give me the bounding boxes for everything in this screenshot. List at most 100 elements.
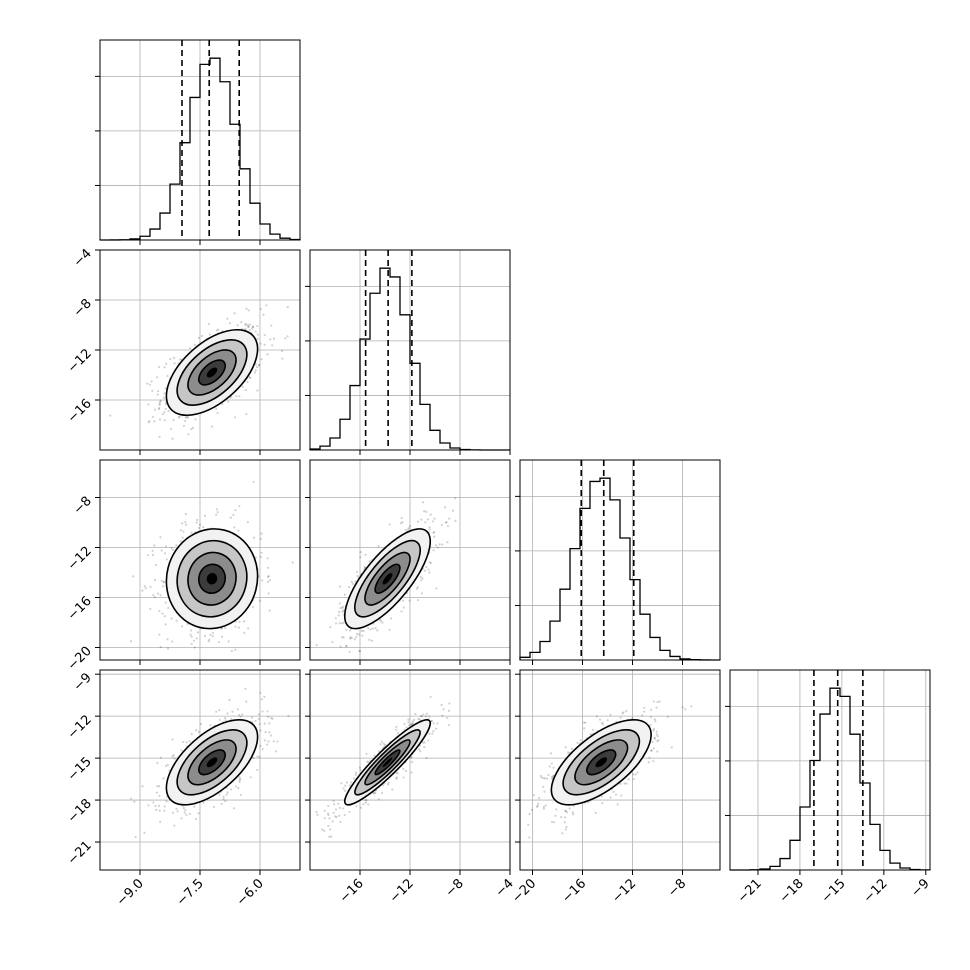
scatter-point <box>366 760 369 763</box>
scatter-point <box>364 553 367 556</box>
scatter-point <box>158 809 161 812</box>
scatter-point <box>271 344 274 347</box>
scatter-point <box>447 709 451 712</box>
scatter-point <box>267 740 270 743</box>
scatter-point <box>339 606 342 610</box>
scatter-point <box>361 634 364 637</box>
scatter-point <box>433 517 436 520</box>
scatter-point <box>403 722 406 726</box>
scatter-point <box>363 566 367 569</box>
density-peak <box>206 367 218 378</box>
scatter-point <box>418 718 421 721</box>
scatter-point <box>164 601 167 604</box>
scatter-point <box>165 558 168 561</box>
scatter-point <box>402 606 405 609</box>
scatter-point <box>245 412 248 416</box>
scatter-point <box>241 385 244 388</box>
scatter-point <box>420 518 423 521</box>
scatter-point <box>594 811 597 814</box>
scatter-point <box>165 800 168 803</box>
scatter-point <box>256 389 259 392</box>
scatter-point <box>161 413 164 416</box>
scatter-point <box>446 525 450 528</box>
scatter-point <box>396 732 400 735</box>
scatter-point <box>218 718 221 722</box>
scatter-point <box>150 380 153 383</box>
scatter-point <box>365 752 368 756</box>
scatter-point <box>643 710 646 713</box>
scatter-point <box>355 632 359 636</box>
scatter-point <box>528 812 531 816</box>
scatter-point <box>407 718 410 721</box>
scatter-point <box>564 816 567 819</box>
scatter-point <box>188 347 192 350</box>
scatter-point <box>215 710 218 713</box>
panel-frame <box>519 669 721 871</box>
scatter-point <box>565 811 568 814</box>
scatter-point <box>332 811 335 815</box>
scatter-point <box>405 726 408 729</box>
scatter-point <box>627 778 630 781</box>
scatter-point <box>173 824 176 827</box>
scatter-point <box>247 627 250 630</box>
scatter-point <box>429 561 432 565</box>
scatter-point <box>652 727 656 731</box>
scatter-point <box>436 546 440 549</box>
scatter-point <box>207 640 210 643</box>
scatter-point <box>417 717 420 721</box>
scatter-point <box>425 510 428 513</box>
scatter-point <box>261 579 264 582</box>
scatter-point <box>340 622 343 625</box>
scatter-point <box>328 828 332 831</box>
scatter-point <box>349 637 352 640</box>
scatter-point <box>427 568 430 571</box>
scatter-point <box>370 639 374 642</box>
scatter-point <box>360 629 363 633</box>
scatter-point <box>454 497 457 500</box>
scatter-point <box>159 756 162 759</box>
scatter-point <box>268 609 271 612</box>
scatter-point <box>280 349 284 352</box>
scatter-point <box>334 622 338 625</box>
scatter-point <box>218 709 221 712</box>
scatter-point <box>190 428 193 431</box>
scatter-point <box>651 740 654 744</box>
y-tick-label: −16 <box>65 396 95 426</box>
scatter-point <box>148 383 151 386</box>
scatter-point <box>423 741 426 744</box>
scatter-point <box>184 523 188 526</box>
scatter-point <box>221 402 224 406</box>
scatter-point <box>367 627 370 630</box>
scatter-point <box>355 635 358 638</box>
scatter-panel-2-1 <box>309 459 511 661</box>
scatter-point <box>619 782 622 785</box>
scatter-point <box>543 790 546 793</box>
scatter-point <box>252 536 256 539</box>
scatter-point <box>350 781 353 784</box>
scatter-point <box>173 362 176 365</box>
scatter-point <box>344 784 347 787</box>
scatter-point <box>186 416 190 419</box>
scatter-point <box>553 821 556 824</box>
scatter-point <box>448 702 451 705</box>
panel-content <box>100 670 300 870</box>
scatter-point <box>149 607 152 610</box>
scatter-point <box>263 333 266 337</box>
x-tick-label: −7.5 <box>174 876 207 909</box>
scatter-point <box>156 376 159 379</box>
scatter-point <box>328 835 331 838</box>
x-tick-label: −16 <box>559 876 589 906</box>
scatter-point <box>225 793 228 796</box>
scatter-point <box>395 777 398 780</box>
scatter-point <box>433 531 436 534</box>
scatter-point <box>402 776 405 779</box>
scatter-point <box>263 739 267 742</box>
scatter-point <box>226 712 229 715</box>
scatter-point <box>354 580 357 583</box>
scatter-point <box>351 582 354 585</box>
scatter-point <box>233 312 236 315</box>
scatter-point <box>422 713 425 716</box>
scatter-point <box>215 508 218 511</box>
scatter-point <box>614 793 618 796</box>
